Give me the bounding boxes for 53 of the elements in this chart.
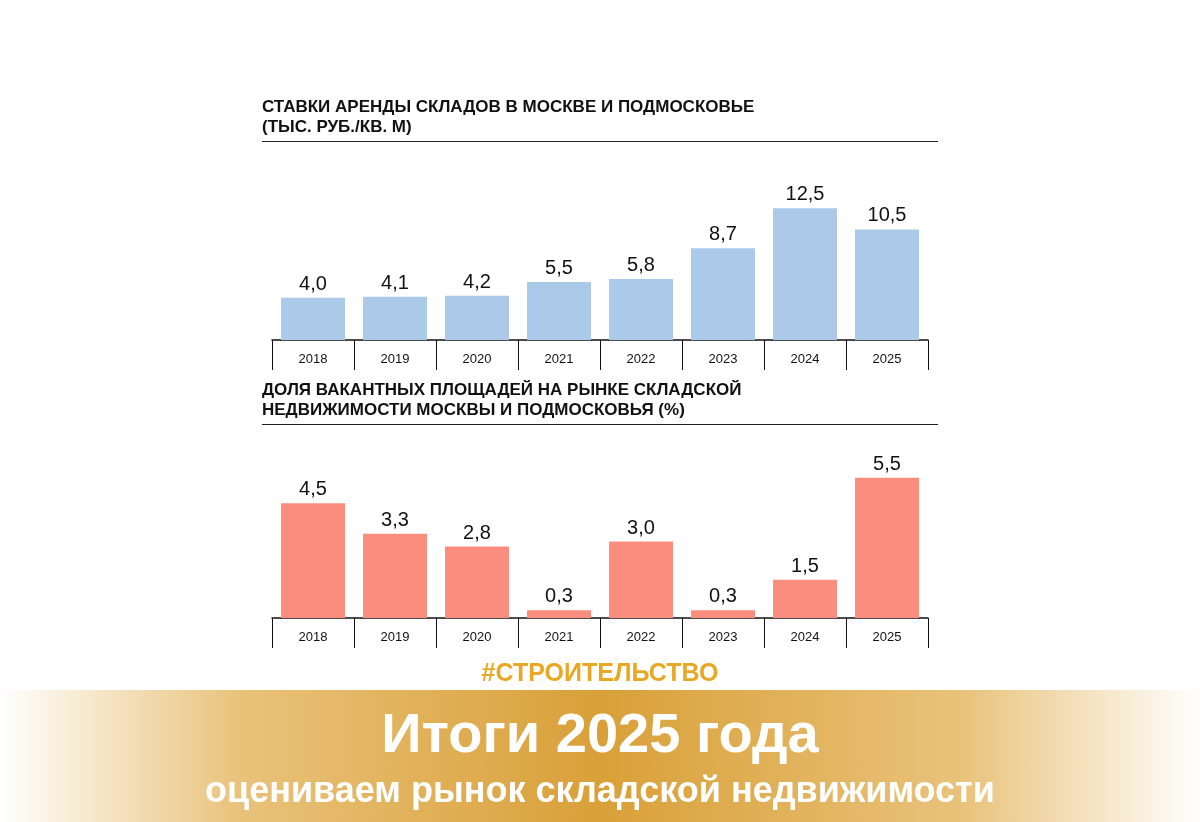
- data-label: 12,5: [785, 182, 825, 205]
- data-label: 5,5: [545, 256, 573, 279]
- bar: [445, 295, 509, 340]
- bar: [281, 503, 345, 618]
- data-label: 4,1: [381, 270, 409, 293]
- data-label: 5,5: [873, 451, 901, 474]
- x-tick-label: 2020: [462, 351, 492, 366]
- text: #СТРОИТЕЛЬСТВО: [480, 658, 720, 687]
- data-label: 0,3: [709, 584, 737, 607]
- x-tick-label: 2023: [708, 351, 738, 366]
- data-label: 4,5: [299, 477, 327, 500]
- text: оцениваем рынок складской недвижимости: [204, 768, 996, 812]
- x-tick-label: 2023: [708, 629, 738, 644]
- bar: [773, 208, 837, 340]
- x-tick-label: 2021: [544, 629, 574, 644]
- data-label: 1,5: [791, 553, 819, 576]
- data-label: 2,8: [463, 520, 491, 543]
- bar: [281, 297, 345, 340]
- x-tick-label: 2025: [872, 351, 902, 366]
- x-tick-label: 2025: [872, 629, 902, 644]
- bar: [363, 533, 427, 618]
- x-tick-label: 2018: [298, 629, 328, 644]
- bar: [609, 278, 673, 340]
- bar: [445, 546, 509, 618]
- x-tick-label: 2018: [298, 351, 328, 366]
- bar: [527, 610, 591, 618]
- data-label: 5,8: [627, 252, 655, 275]
- x-tick-label: 2020: [462, 629, 492, 644]
- data-label: 0,3: [545, 584, 573, 607]
- bar: [773, 579, 837, 618]
- bar: [855, 229, 919, 340]
- text: Итоги 2025 года: [380, 700, 820, 766]
- x-tick-label: 2024: [790, 629, 820, 644]
- data-label: 8,7: [709, 222, 737, 245]
- chart-title: ДОЛЯ ВАКАНТНЫХ ПЛОЩАДЕЙ НА РЫНКЕ СКЛАДСКОЙ НЕДВИЖИМОСТИ МОСКВЫ И ПОДМОСКОВЬЯ (%): [262, 380, 938, 425]
- bar: [363, 296, 427, 340]
- x-tick-label: 2022: [626, 629, 656, 644]
- bar: [691, 248, 755, 340]
- data-label: 4,2: [463, 269, 491, 292]
- data-label: 4,0: [299, 271, 327, 294]
- x-tick-label: 2019: [380, 351, 410, 366]
- x-tick-label: 2022: [626, 351, 656, 366]
- data-label: 3,3: [381, 507, 409, 530]
- chart-title: СТАВКИ АРЕНДЫ СКЛАДОВ В МОСКВЕ И ПОДМОСКОВЬЕ (ТЫС. РУБ./КВ. М): [262, 97, 938, 142]
- data-label: 3,0: [627, 515, 655, 538]
- x-tick-label: 2021: [544, 351, 574, 366]
- bar: [691, 610, 755, 618]
- x-tick-label: 2024: [790, 351, 820, 366]
- x-tick-label: 2019: [380, 629, 410, 644]
- bar: [527, 282, 591, 340]
- data-label: 10,5: [867, 203, 907, 226]
- bar: [609, 541, 673, 618]
- bar: [855, 477, 919, 618]
